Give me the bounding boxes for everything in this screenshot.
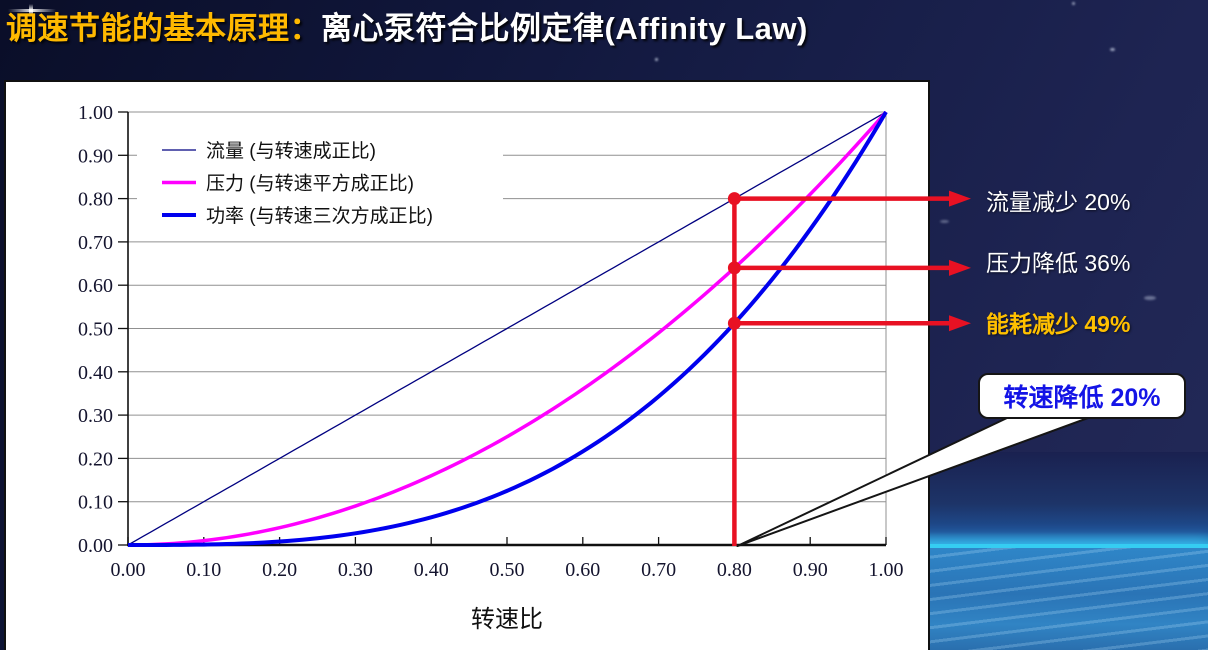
operating-point-dot: [727, 261, 741, 275]
axis-labels: 0.00 0.10 0.20 0.30 0.40 0.50 0.60 0.70 0.80 0.90…: [78, 102, 904, 633]
callout-tail: [736, 417, 1089, 547]
speed-callout-label: 转速降低 20%: [1003, 384, 1161, 412]
y-tick-label: 0.00: [78, 535, 113, 557]
slide-title: 调速节能的基本原理：离心泵符合比例定律(Affinity Law): [6, 3, 808, 48]
star-sparkle-icon: [8, 4, 56, 17]
star-icon: [940, 220, 949, 223]
y-tick-label: 0.70: [78, 232, 113, 254]
y-tick-label: 0.10: [78, 492, 113, 514]
x-axis-title: 转速比: [471, 606, 543, 633]
x-tick-label: 0.90: [793, 559, 828, 581]
annotation-arrowhead-icon: [949, 190, 971, 207]
operating-point-markers: [727, 190, 971, 546]
y-tick-label: 0.30: [78, 405, 113, 427]
annotation-arrowhead-icon: [949, 259, 971, 276]
y-tick-label: 0.60: [78, 275, 113, 297]
y-tick-label: 1.00: [78, 102, 113, 124]
x-tick-label: 0.10: [186, 559, 221, 581]
gridlines: [128, 111, 887, 545]
legend-background: [137, 131, 503, 232]
legend-label: 流量 (与转速成正比): [206, 140, 376, 162]
x-tick-label: 0.80: [717, 559, 752, 581]
x-tick-label: 0.00: [111, 559, 146, 581]
operating-point-dot: [727, 316, 741, 330]
y-tick-label: 0.20: [78, 448, 113, 470]
speed-callout: 转速降低 20%: [978, 373, 1186, 419]
legend-label: 功率 (与转速三次方成正比): [206, 205, 433, 227]
operating-point-dot: [727, 192, 741, 206]
legend: 流量 (与转速成正比) 压力 (与转速平方成正比) 功率 (与转速三次方成正比): [137, 131, 503, 232]
star-icon: [1144, 296, 1156, 300]
ocean-surface: [878, 548, 1208, 650]
callout-tail-shape: [736, 417, 1089, 547]
star-icon: [1072, 2, 1075, 5]
annotation-pressure: 压力降低 36%: [986, 250, 1131, 276]
slide-title-highlight: 调速节能的基本原理：: [6, 11, 321, 46]
x-tick-label: 0.40: [414, 559, 449, 581]
x-tick-label: 0.30: [338, 559, 373, 581]
star-icon: [655, 58, 658, 61]
curve: [127, 110, 888, 547]
curves: [127, 110, 888, 547]
x-tick-label: 0.70: [641, 559, 676, 581]
annotation-power: 能耗减少 49%: [986, 311, 1131, 337]
annotation-flow: 流量减少 20%: [986, 189, 1131, 215]
y-tick-label: 0.80: [78, 189, 113, 211]
x-tick-label: 0.20: [262, 559, 297, 581]
horizon-line: [878, 544, 1208, 549]
x-tick-label: 0.50: [490, 559, 525, 581]
x-tick-label: 1.00: [869, 559, 904, 581]
y-tick-label: 0.40: [78, 362, 113, 384]
curve: [127, 111, 887, 546]
legend-label: 压力 (与转速平方成正比): [206, 173, 414, 195]
slide-title-rest: 离心泵符合比例定律(Affinity Law): [321, 11, 808, 46]
y-tick-label: 0.50: [78, 319, 113, 341]
star-icon: [1110, 48, 1115, 51]
y-tick-label: 0.90: [78, 145, 113, 167]
x-tick-label: 0.60: [565, 559, 600, 581]
curve: [127, 110, 888, 547]
annotation-arrowhead-icon: [949, 315, 971, 332]
